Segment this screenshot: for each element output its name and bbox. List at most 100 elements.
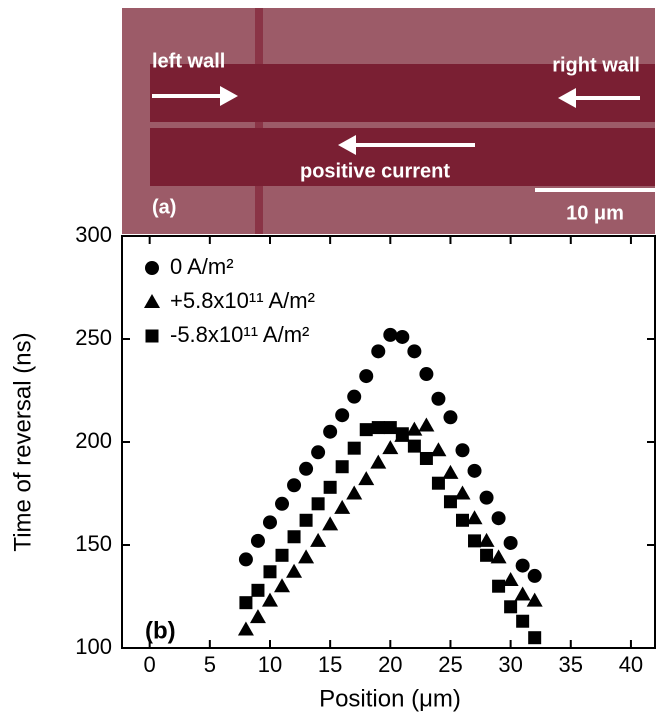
marker bbox=[395, 329, 410, 344]
marker bbox=[468, 534, 482, 548]
x-tick-label: 20 bbox=[378, 652, 402, 677]
marker bbox=[287, 478, 302, 493]
marker bbox=[359, 369, 374, 384]
x-axis-label: Position (μm) bbox=[319, 685, 461, 712]
marker bbox=[322, 516, 339, 531]
marker bbox=[503, 535, 518, 550]
marker bbox=[478, 532, 495, 547]
marker bbox=[383, 421, 397, 435]
label: left wall bbox=[152, 50, 225, 72]
marker bbox=[443, 495, 457, 509]
marker bbox=[443, 410, 458, 425]
marker bbox=[442, 464, 459, 479]
marker bbox=[358, 471, 375, 486]
marker bbox=[490, 549, 507, 564]
wire-bottom bbox=[150, 128, 655, 186]
marker bbox=[335, 460, 349, 474]
marker bbox=[407, 439, 421, 453]
marker bbox=[262, 515, 277, 530]
arrow-head bbox=[220, 86, 238, 106]
marker bbox=[370, 454, 387, 469]
arrow-head bbox=[338, 135, 356, 155]
marker bbox=[479, 490, 494, 505]
marker bbox=[491, 511, 506, 526]
marker bbox=[526, 592, 543, 607]
marker bbox=[514, 586, 531, 601]
marker bbox=[286, 563, 303, 578]
marker bbox=[502, 572, 519, 587]
marker bbox=[504, 600, 518, 614]
marker bbox=[310, 532, 327, 547]
marker bbox=[431, 391, 446, 406]
marker bbox=[455, 443, 470, 458]
scale-label: 10 μm bbox=[566, 202, 624, 224]
marker bbox=[516, 614, 530, 628]
marker bbox=[371, 421, 385, 435]
marker bbox=[359, 423, 373, 437]
legend-marker bbox=[144, 294, 160, 308]
marker bbox=[311, 497, 325, 511]
marker bbox=[323, 480, 337, 494]
marker bbox=[263, 565, 277, 579]
x-tick-label: 30 bbox=[498, 652, 522, 677]
marker bbox=[238, 552, 253, 567]
marker bbox=[528, 631, 542, 645]
panel-label: (b) bbox=[145, 617, 176, 644]
marker bbox=[239, 596, 253, 610]
marker bbox=[250, 533, 265, 548]
y-axis-label: Time of reversal (ns) bbox=[9, 332, 36, 551]
marker bbox=[406, 421, 423, 436]
marker bbox=[515, 558, 530, 573]
label: positive current bbox=[300, 160, 450, 182]
marker bbox=[323, 424, 338, 439]
y-tick-label: 300 bbox=[75, 222, 112, 247]
marker bbox=[527, 568, 542, 583]
marker bbox=[347, 441, 361, 455]
marker bbox=[466, 510, 483, 525]
marker bbox=[419, 367, 434, 382]
panel-label: (a) bbox=[152, 196, 176, 218]
legend-marker bbox=[145, 329, 159, 343]
legend-label: -5.8x10¹¹ A/m² bbox=[170, 322, 309, 347]
marker bbox=[275, 548, 289, 562]
marker bbox=[407, 344, 422, 359]
marker bbox=[371, 344, 386, 359]
legend-marker bbox=[145, 261, 159, 275]
marker bbox=[335, 408, 350, 423]
marker bbox=[383, 327, 398, 342]
arrow-head bbox=[558, 88, 576, 108]
marker bbox=[419, 451, 433, 465]
legend-label: +5.8x10¹¹ A/m² bbox=[170, 288, 315, 313]
marker bbox=[431, 476, 445, 490]
y-tick-label: 150 bbox=[75, 531, 112, 556]
marker bbox=[299, 513, 313, 527]
marker bbox=[418, 417, 435, 432]
marker bbox=[251, 583, 265, 597]
x-tick-label: 5 bbox=[204, 652, 216, 677]
x-tick-label: 25 bbox=[438, 652, 462, 677]
micrograph: left wall right wall positive current (a… bbox=[122, 8, 655, 234]
marker bbox=[347, 389, 362, 404]
y-tick-label: 100 bbox=[75, 634, 112, 659]
marker bbox=[346, 485, 363, 500]
marker bbox=[395, 427, 409, 441]
marker bbox=[298, 549, 315, 564]
x-tick-label: 0 bbox=[144, 652, 156, 677]
legend-label: 0 A/m² bbox=[170, 254, 234, 279]
marker bbox=[455, 513, 469, 527]
marker bbox=[382, 440, 399, 455]
marker bbox=[480, 548, 494, 562]
marker bbox=[492, 579, 506, 593]
marker bbox=[237, 621, 254, 636]
marker bbox=[299, 461, 314, 476]
label: right wall bbox=[552, 54, 640, 76]
x-tick-label: 15 bbox=[318, 652, 342, 677]
marker bbox=[467, 463, 482, 478]
marker bbox=[261, 592, 278, 607]
x-tick-label: 35 bbox=[559, 652, 583, 677]
marker bbox=[454, 485, 471, 500]
marker bbox=[334, 499, 351, 514]
x-tick-label: 40 bbox=[619, 652, 643, 677]
x-tick-label: 10 bbox=[258, 652, 282, 677]
